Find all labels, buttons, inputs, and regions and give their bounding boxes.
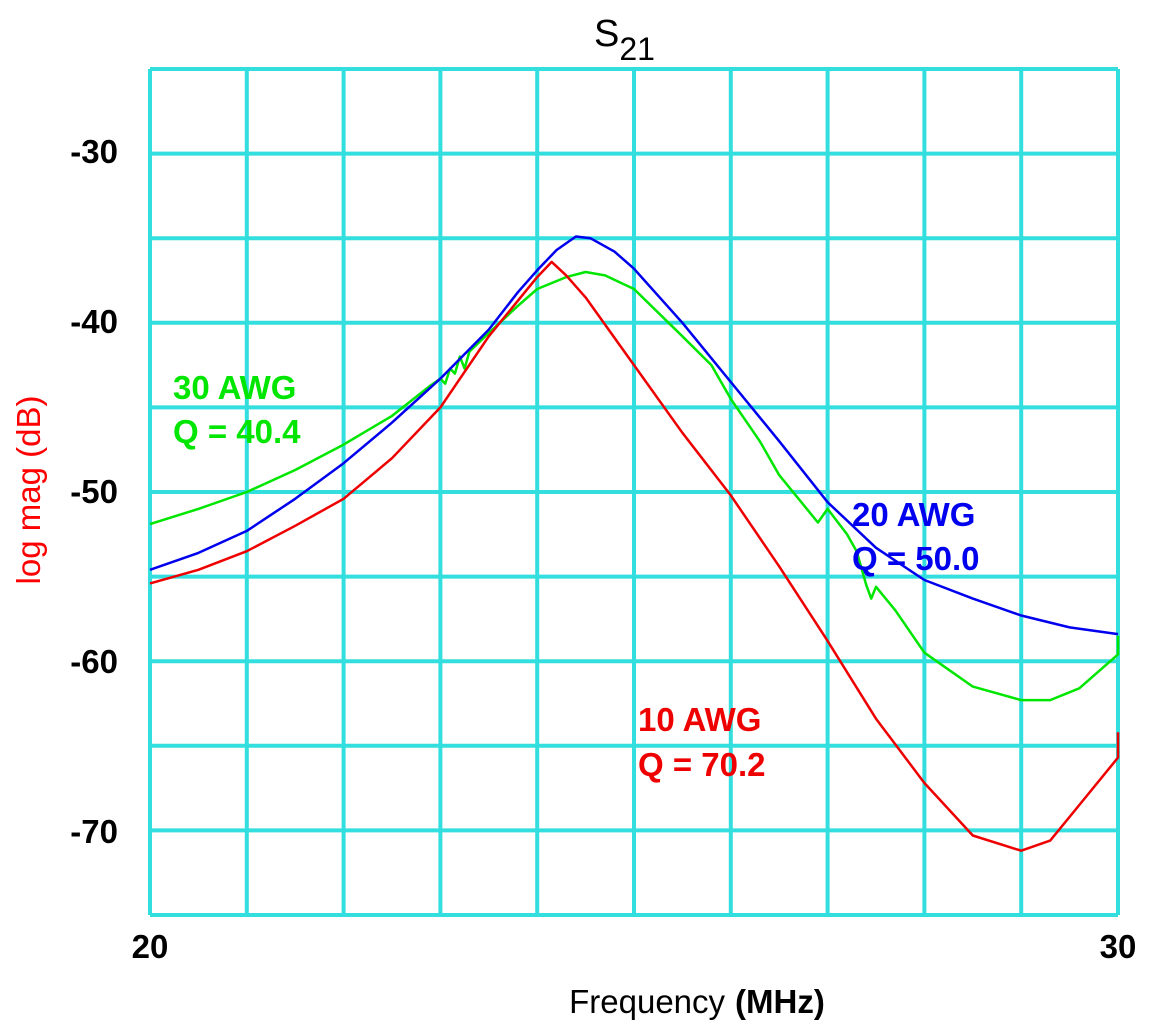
y-tick-label: -60 <box>70 643 118 680</box>
chart-title-subscript: 21 <box>619 31 655 67</box>
grid <box>148 67 1120 917</box>
x-axis-label-word: Frequency <box>569 983 725 1020</box>
x-axis-label-unit: (MHz) <box>735 983 825 1020</box>
annotation-20awg-gauge: 20 AWG <box>852 496 975 533</box>
annotation-30awg-gauge: 30 AWG <box>173 369 296 406</box>
y-tick-label: -30 <box>70 133 118 170</box>
y-tick-label: -40 <box>70 303 118 340</box>
y-axis-label: log mag (dB) <box>10 396 47 585</box>
annotation-20awg-q: Q = 50.0 <box>852 540 980 577</box>
series-group <box>149 235 1120 852</box>
x-tick-label: 20 <box>132 928 169 965</box>
y-tick-label: -70 <box>70 813 118 850</box>
annotation-30awg-q: Q = 40.4 <box>173 413 301 450</box>
annotation-10awg-q: Q = 70.2 <box>638 746 766 783</box>
y-tick-label: -50 <box>70 473 118 510</box>
chart-title-main: S <box>594 13 619 55</box>
annotation-10awg-gauge: 10 AWG <box>638 701 761 738</box>
chart-title: S21 <box>594 13 655 67</box>
x-tick-label: 30 <box>1100 928 1137 965</box>
series-20awg-line <box>149 235 1119 636</box>
x-axis-label: Frequency (MHz) <box>569 983 825 1020</box>
series-10awg-line <box>149 260 1120 852</box>
